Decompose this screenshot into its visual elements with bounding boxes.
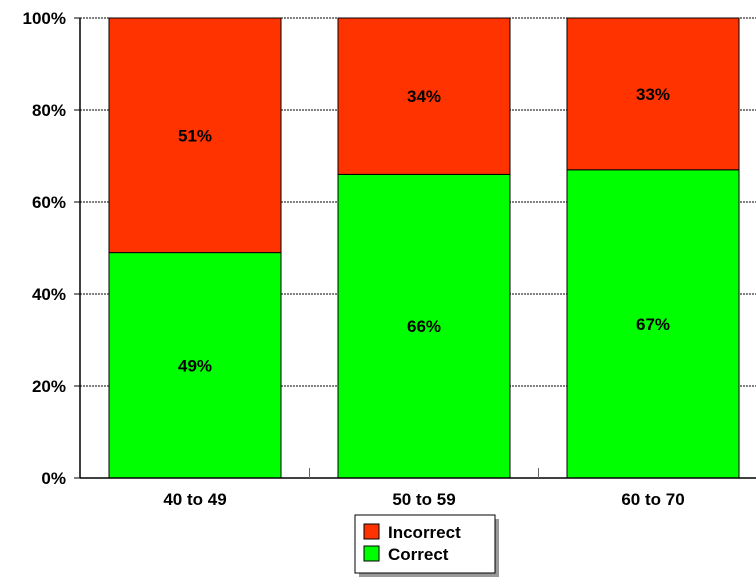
category-labels: 40 to 49 50 to 59 60 to 70 (163, 490, 684, 509)
legend-swatch-correct (363, 545, 380, 562)
category-label: 60 to 70 (621, 490, 684, 509)
data-label: 66% (407, 317, 441, 336)
y-tick-label: 20% (32, 377, 66, 396)
data-label: 51% (178, 126, 212, 145)
bars (108, 17, 740, 479)
legend-label-correct: Correct (388, 545, 449, 564)
data-label: 33% (636, 85, 670, 104)
bar-segment-incorrect (566, 17, 740, 171)
category-label: 50 to 59 (392, 490, 455, 509)
y-tick-label: 40% (32, 285, 66, 304)
legend-swatch-incorrect (363, 523, 380, 540)
axes (74, 17, 756, 479)
bar-segment-incorrect (108, 17, 282, 254)
bar-segment-correct (337, 173, 511, 479)
legend-label-incorrect: Incorrect (388, 523, 461, 542)
y-tick-label: 80% (32, 101, 66, 120)
data-label: 49% (178, 356, 212, 375)
y-tick-label: 0% (41, 469, 66, 488)
category-label: 40 to 49 (163, 490, 226, 509)
legend: Incorrect Correct (354, 514, 499, 577)
y-tick-label: 60% (32, 193, 66, 212)
data-label: 34% (407, 87, 441, 106)
bar-segment-incorrect (337, 17, 511, 175)
y-tick-labels: 0% 20% 40% 60% 80% 100% (23, 9, 66, 488)
data-label: 67% (636, 315, 670, 334)
data-labels: 49% 51% 66% 34% 67% 33% (178, 85, 670, 375)
y-tick-label: 100% (23, 9, 66, 28)
bar-segment-correct (108, 252, 282, 479)
